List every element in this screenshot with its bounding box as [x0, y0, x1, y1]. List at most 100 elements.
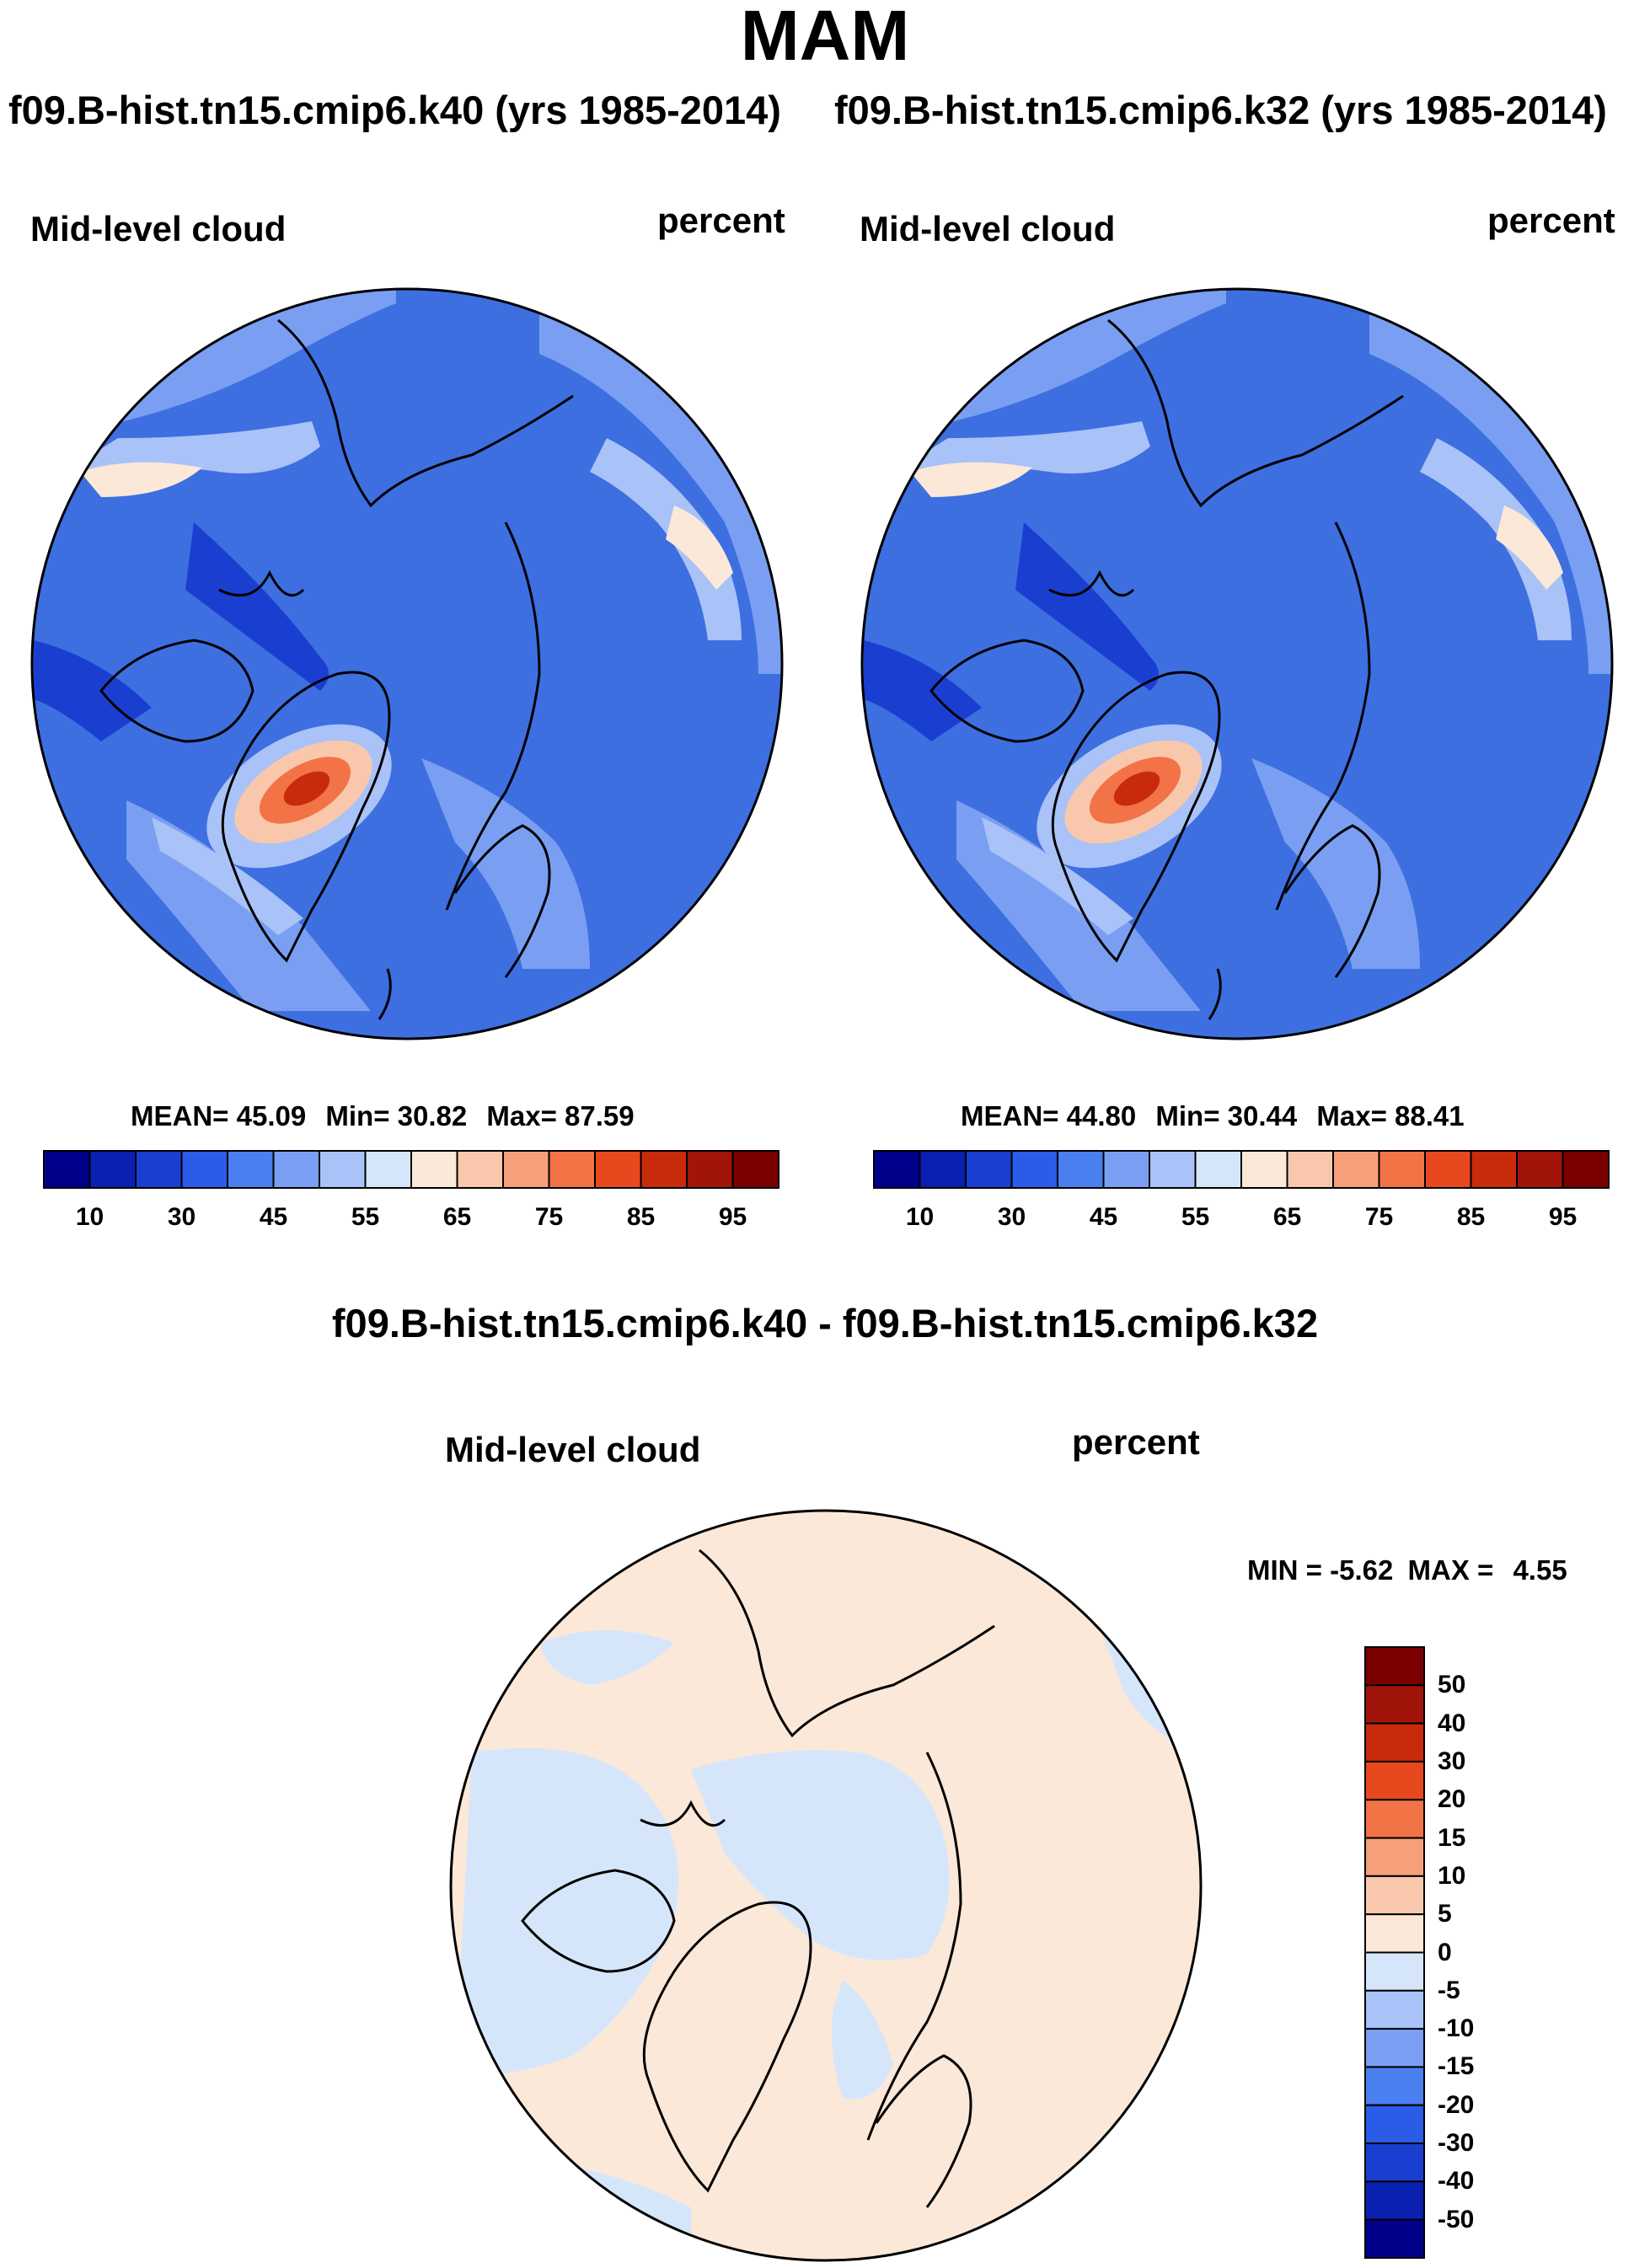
right-colorbar	[873, 1150, 1610, 1189]
difference-colorbar-tick: -40	[1438, 2167, 1475, 2196]
difference-colorbar-tick: -5	[1438, 1976, 1460, 2004]
right-polar-map	[860, 287, 1614, 1040]
left-max-label: Max=	[486, 1100, 557, 1131]
left-coastlines	[99, 318, 574, 1020]
difference-colorbar-cell	[1364, 2142, 1425, 2183]
difference-map-border	[449, 1509, 1203, 2262]
right-max-label: Max=	[1316, 1100, 1387, 1131]
difference-colorbar-tick: -20	[1438, 2090, 1475, 2119]
right-map-border	[860, 287, 1614, 1040]
difference-colorbar-cell	[1364, 1684, 1425, 1725]
difference-colorbar-cell	[1364, 2028, 1425, 2068]
left-colorbar-cell	[364, 1150, 412, 1189]
right-colorbar-cell	[1516, 1150, 1564, 1189]
difference-min-max: MIN = -5.62 MAX = 4.55	[1247, 1554, 1567, 1586]
left-colorbar-cell	[686, 1150, 734, 1189]
difference-colorbar-cell	[1364, 1722, 1425, 1763]
right-greenland-anomaly	[1037, 724, 1222, 869]
right-colorbar-cell	[1378, 1150, 1426, 1189]
right-min-value: 30.44	[1227, 1100, 1298, 1131]
right-colorbar-cell	[965, 1150, 1013, 1189]
right-colorbar-cell	[1470, 1150, 1518, 1189]
right-colorbar-cell	[1424, 1150, 1472, 1189]
left-min-label: Min=	[325, 1100, 390, 1131]
left-colorbar-tick: 95	[718, 1203, 747, 1231]
left-polar-map	[30, 287, 784, 1040]
difference-max-value: 4.55	[1513, 1554, 1567, 1586]
right-colorbar-cell	[1102, 1150, 1150, 1189]
difference-colorbar-cell	[1364, 2104, 1425, 2145]
right-colorbar-tick: 55	[1181, 1203, 1210, 1231]
right-colorbar-cell	[873, 1150, 921, 1189]
left-colorbar-cell	[227, 1150, 275, 1189]
difference-colorbar-tick: 50	[1438, 1671, 1466, 1699]
difference-colorbar-tick: -10	[1438, 2014, 1475, 2043]
left-colorbar-tick: 75	[534, 1203, 564, 1231]
left-colorbar-cell	[410, 1150, 458, 1189]
right-colorbar-tick: 30	[997, 1203, 1026, 1231]
right-run-title: f09.B-hist.tn15.cmip6.k32 (yrs 1985-2014…	[834, 88, 1607, 132]
difference-colorbar-tick: 20	[1438, 1785, 1466, 1814]
difference-colorbar-cell	[1364, 1799, 1425, 1839]
difference-colorbar-cell	[1364, 1760, 1425, 1801]
difference-min-value: -5.62	[1330, 1554, 1394, 1586]
left-colorbar-cell	[502, 1150, 550, 1189]
left-colorbar-tick: 85	[626, 1203, 656, 1231]
difference-colorbar-cell	[1364, 1989, 1425, 2030]
difference-colorbar-cell	[1364, 2066, 1425, 2106]
difference-title: f09.B-hist.tn15.cmip6.k40 - f09.B-hist.t…	[331, 1301, 1319, 1345]
left-greenland-anomaly	[206, 724, 392, 869]
left-colorbar-cell	[180, 1150, 228, 1189]
left-run-title: f09.B-hist.tn15.cmip6.k40 (yrs 1985-2014…	[8, 88, 781, 132]
right-colorbar-tick: 45	[1089, 1203, 1118, 1231]
difference-colorbar-tick: 0	[1438, 1938, 1452, 1966]
right-colorbar-cell	[1057, 1150, 1105, 1189]
left-colorbar	[43, 1150, 779, 1189]
left-colorbar-cell	[43, 1150, 91, 1189]
difference-colorbar-tick: 5	[1438, 1900, 1452, 1928]
left-mean-value: 45.09	[236, 1100, 307, 1131]
right-colorbar-tick: 95	[1548, 1203, 1578, 1231]
difference-variable-label: Mid-level cloud	[445, 1430, 701, 1469]
left-colorbar-cell	[640, 1150, 688, 1189]
difference-colorbar-tick: -30	[1438, 2129, 1475, 2158]
right-min-label: Min=	[1155, 1100, 1220, 1131]
left-colorbar-cell	[731, 1150, 779, 1189]
left-colorbar-tick: 10	[75, 1203, 104, 1231]
left-colorbar-cell	[456, 1150, 504, 1189]
left-colorbar-tick: 55	[351, 1203, 380, 1231]
left-colorbar-cell	[594, 1150, 642, 1189]
right-colorbar-cell	[1149, 1150, 1197, 1189]
difference-colorbar-tick: -50	[1438, 2205, 1475, 2233]
difference-colorbar	[1364, 1646, 1425, 2259]
left-units-label: percent	[657, 201, 785, 240]
difference-colorbar-tick: 30	[1438, 1746, 1466, 1775]
difference-polar-map	[449, 1509, 1203, 2262]
difference-colorbar-tick: 40	[1438, 1709, 1466, 1737]
left-colorbar-cell	[135, 1150, 183, 1189]
left-colorbar-tick: 45	[259, 1203, 288, 1231]
left-colorbar-tick: 65	[442, 1203, 472, 1231]
right-colorbar-cell	[919, 1150, 967, 1189]
right-colorbar-cell	[1240, 1150, 1288, 1189]
difference-colorbar-cell	[1364, 1913, 1425, 1954]
left-variable-label: Mid-level cloud	[30, 209, 287, 249]
difference-colorbar-cell	[1364, 2218, 1425, 2259]
right-stats: MEAN= 44.80 Min= 30.44 Max= 88.41	[961, 1100, 1465, 1132]
right-units-label: percent	[1487, 201, 1615, 240]
right-colorbar-tick: 85	[1456, 1203, 1486, 1231]
right-colorbar-tick: 75	[1364, 1203, 1394, 1231]
left-mean-label: MEAN=	[131, 1100, 229, 1131]
difference-colorbar-tick: -15	[1438, 2052, 1475, 2081]
difference-colorbar-cell	[1364, 2180, 1425, 2221]
right-colorbar-cell	[1562, 1150, 1610, 1189]
right-colorbar-cell	[1286, 1150, 1334, 1189]
right-mean-value: 44.80	[1066, 1100, 1137, 1131]
difference-units-label: percent	[1072, 1422, 1200, 1462]
difference-min-label: MIN =	[1247, 1554, 1322, 1586]
right-mean-label: MEAN=	[961, 1100, 1059, 1131]
left-colorbar-tick: 30	[167, 1203, 196, 1231]
left-colorbar-cell	[88, 1150, 137, 1189]
difference-colorbar-tick: 15	[1438, 1823, 1466, 1852]
